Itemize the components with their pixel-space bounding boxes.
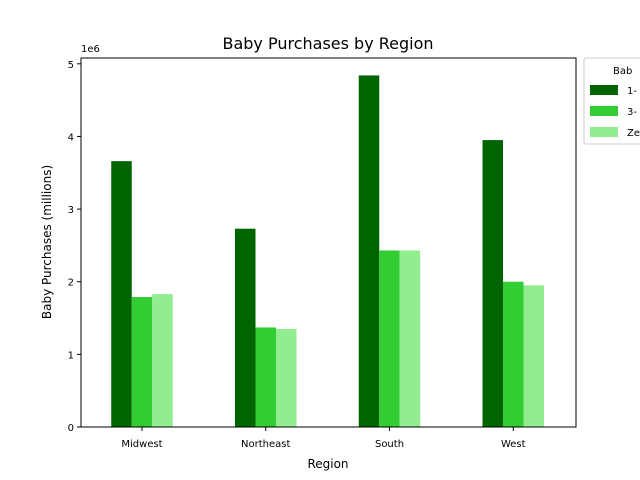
legend: Bab 1- 3- Ze bbox=[583, 57, 640, 145]
bar-west-series-2 bbox=[503, 281, 524, 427]
y-tick-label: 0 bbox=[68, 423, 74, 434]
legend-swatch bbox=[590, 127, 618, 137]
y-tick-label: 1 bbox=[68, 350, 74, 361]
bar-south-series-2 bbox=[379, 250, 400, 427]
legend-entry-label: 3- bbox=[627, 107, 637, 118]
plot-area bbox=[111, 75, 544, 428]
y-tick-label: 2 bbox=[68, 278, 74, 289]
bar-west-series-3 bbox=[523, 285, 544, 427]
chart-title: Baby Purchases by Region bbox=[222, 34, 433, 53]
bar-midwest-series-1 bbox=[111, 161, 132, 427]
bar-midwest-series-3 bbox=[152, 294, 173, 427]
bar-northeast-series-1 bbox=[235, 228, 256, 427]
legend-entry-label: Ze bbox=[627, 128, 640, 139]
x-tick-label: South bbox=[375, 439, 404, 450]
y-tick-label: 3 bbox=[68, 205, 74, 216]
y-axis-title: Baby Purchases (millions) bbox=[40, 165, 54, 319]
legend-swatch bbox=[590, 85, 618, 95]
bar-northeast-series-2 bbox=[255, 327, 276, 427]
x-tick-label: Northeast bbox=[241, 439, 290, 450]
x-tick-label: West bbox=[501, 439, 526, 450]
x-axis-title: Region bbox=[307, 457, 348, 471]
legend-title: Bab bbox=[613, 66, 632, 77]
bar-south-series-1 bbox=[358, 75, 380, 427]
plot-frame bbox=[80, 57, 577, 428]
bar-northeast-series-3 bbox=[276, 328, 297, 427]
bar-midwest-series-2 bbox=[131, 296, 153, 427]
legend-frame bbox=[583, 57, 640, 145]
legend-entry-label: 1- bbox=[627, 86, 637, 97]
y-tick-label: 4 bbox=[68, 132, 74, 143]
y-axis-offset-label: 1e6 bbox=[81, 44, 100, 55]
bar-south-series-3 bbox=[399, 250, 421, 427]
x-tick-label: Midwest bbox=[121, 439, 162, 450]
bar-west-series-1 bbox=[482, 140, 503, 428]
y-tick-label: 5 bbox=[68, 60, 74, 71]
legend-swatch bbox=[590, 106, 618, 116]
